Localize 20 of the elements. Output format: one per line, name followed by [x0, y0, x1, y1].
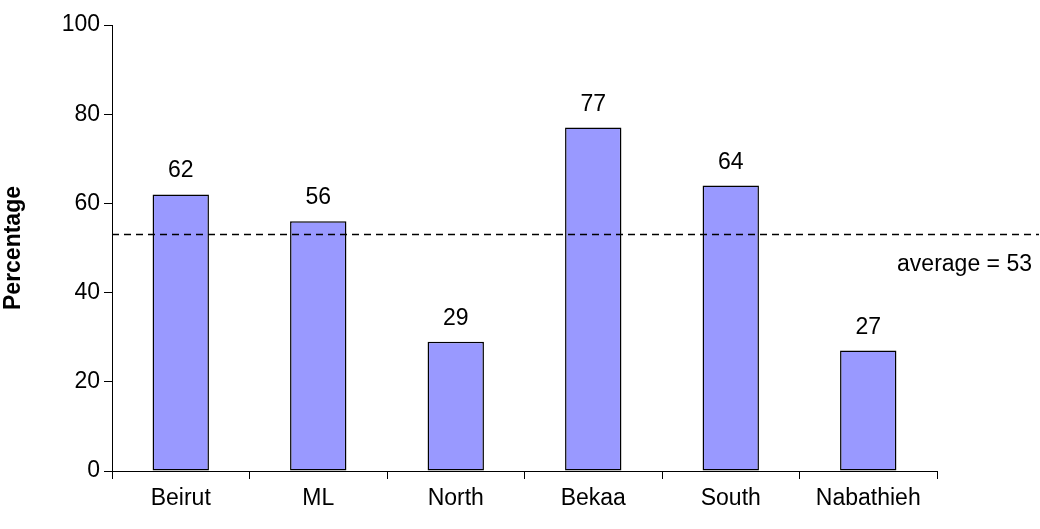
- ref-line-label: average = 53: [897, 249, 1032, 276]
- x-tick-label: Bekaa: [560, 484, 627, 511]
- data-label: 77: [580, 89, 607, 116]
- data-label: 29: [442, 303, 469, 330]
- y-tick-label: 100: [61, 10, 100, 37]
- x-tick-label: ML: [302, 484, 335, 511]
- y-tick-label: 80: [74, 99, 100, 126]
- y-axis-title: Percentage: [0, 185, 26, 311]
- x-tick-label: Beirut: [150, 484, 212, 511]
- data-label: 56: [305, 183, 332, 210]
- data-label: 64: [717, 147, 744, 174]
- x-tick-label: North: [427, 484, 484, 511]
- x-tick-label: Nabathieh: [815, 484, 921, 511]
- y-tick-label: 0: [87, 456, 100, 483]
- y-tick-label: 40: [74, 277, 100, 304]
- data-label: 62: [167, 156, 194, 183]
- data-label: 27: [855, 312, 882, 339]
- y-tick-label: 20: [74, 367, 100, 394]
- y-tick-label: 60: [74, 188, 100, 215]
- x-tick-label: South: [700, 484, 761, 511]
